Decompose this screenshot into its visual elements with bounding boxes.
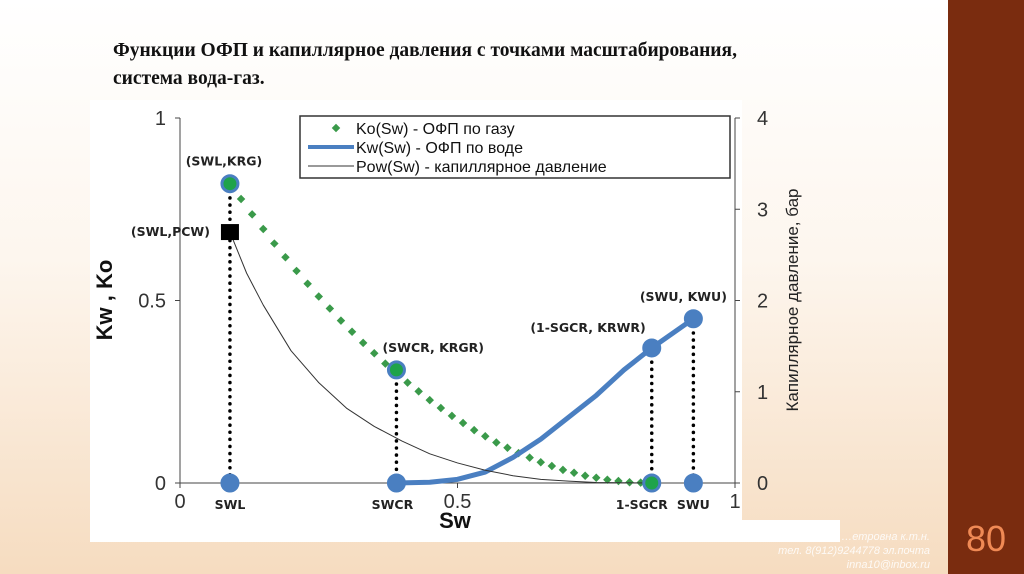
ko-diamond [614, 476, 623, 486]
scaling-point-label: SWL [215, 497, 246, 512]
scaling-point-label: 1-SGCR [616, 497, 668, 512]
pcw-square-marker [220, 224, 239, 241]
ko-diamond [547, 461, 557, 471]
legend-entry: Pow(Sw) - капиллярное давление [356, 159, 607, 176]
y-tick-label: 0 [155, 473, 166, 495]
ko-diamond [447, 411, 457, 421]
ko-diamond [580, 471, 590, 480]
ko-diamond [370, 348, 379, 358]
ko-diamond [381, 359, 390, 368]
scaling-point-marker [683, 473, 703, 493]
ko-diamond [336, 316, 346, 325]
ko-diamond [403, 378, 412, 387]
ko-diamond [314, 292, 323, 301]
scaling-point-marker [386, 360, 406, 380]
scaling-point-label: (1-SGCR, KRWR) [530, 320, 645, 335]
ko-diamond [303, 279, 312, 288]
x-tick-label: 0 [174, 491, 185, 513]
y2-tick-label: 0 [757, 473, 768, 495]
y2-axis-label: Капиллярное давление, бар [783, 188, 802, 411]
scaling-point-label: SWCR [372, 497, 414, 512]
ko-diamond [358, 338, 368, 348]
legend-entry: Ko(Sw) - ОФП по газу [356, 121, 515, 138]
scaling-point-label: SWU [677, 497, 710, 512]
scaling-point-marker [220, 473, 240, 493]
y-tick-label: 0.5 [138, 291, 166, 313]
footer-line: тел. 8(912)9244778 эл.почта [778, 545, 930, 557]
footer-line: …етровна к.т.н. [841, 531, 930, 543]
ko-diamond [492, 438, 501, 447]
ko-diamond [458, 418, 468, 428]
legend-swatch-diamond [331, 123, 341, 133]
y2-tick-label: 2 [757, 291, 768, 313]
scaling-point-label: (SWU, KWU) [640, 289, 727, 304]
ko-diamond [603, 475, 612, 484]
ko-diamond [347, 327, 357, 336]
ko-diamond [469, 425, 479, 435]
scaling-point-label: (SWL,KRG) [186, 154, 263, 169]
ko-diamond [536, 457, 545, 467]
author-footer: …етровна к.т.н. тел. 8(912)9244778 эл.по… [778, 530, 930, 572]
legend-entry: Kw(Sw) - ОФП по воде [356, 140, 523, 157]
ko-diamond [558, 465, 568, 475]
scaling-point-marker [642, 338, 662, 358]
y-tick-label: 1 [155, 108, 166, 130]
footer-mask [740, 520, 840, 542]
page-number: 80 [965, 518, 1007, 559]
ko-diamond [247, 210, 257, 219]
scaling-point-marker [642, 473, 662, 493]
x-axis-label: Sw [439, 508, 472, 533]
scaling-point-marker [683, 309, 703, 329]
side-bar [948, 0, 1024, 574]
ko-diamond [236, 194, 246, 204]
x-tick-label: 0.5 [444, 491, 472, 513]
ko-diamond [481, 432, 490, 441]
kw-line [393, 316, 696, 486]
ko-diamond [259, 224, 268, 234]
y2-tick-label: 3 [757, 199, 768, 221]
ko-diamond [281, 253, 290, 262]
ko-diamond [503, 443, 512, 453]
y-axis-label: Kw , Ko [92, 260, 117, 341]
ko-diamond [436, 403, 446, 413]
scaling-point-marker [220, 174, 240, 194]
ko-diamond [592, 473, 601, 482]
ko-diamond [292, 266, 301, 276]
ko-diamond [325, 304, 335, 313]
y2-tick-label: 1 [757, 382, 768, 404]
legend-box [299, 115, 731, 179]
x-tick-label: 1 [729, 491, 740, 513]
ko-diamond [270, 239, 279, 248]
scaling-point-marker [386, 473, 406, 493]
y2-tick-label: 4 [757, 108, 768, 130]
ko-diamond [569, 468, 579, 478]
ko-diamond [425, 395, 434, 405]
pow-line [229, 231, 653, 484]
ko-diamond [414, 387, 423, 396]
scaling-point-label: (SWCR, KRGR) [382, 340, 484, 355]
ko-diamond [525, 453, 534, 462]
scaling-point-label: (SWL,PCW) [131, 224, 210, 239]
slide-title: Функции ОФП и капиллярное давления с точ… [113, 40, 737, 89]
ko-diamond [625, 478, 634, 487]
footer-line: inna10@inbox.ru [846, 559, 930, 571]
